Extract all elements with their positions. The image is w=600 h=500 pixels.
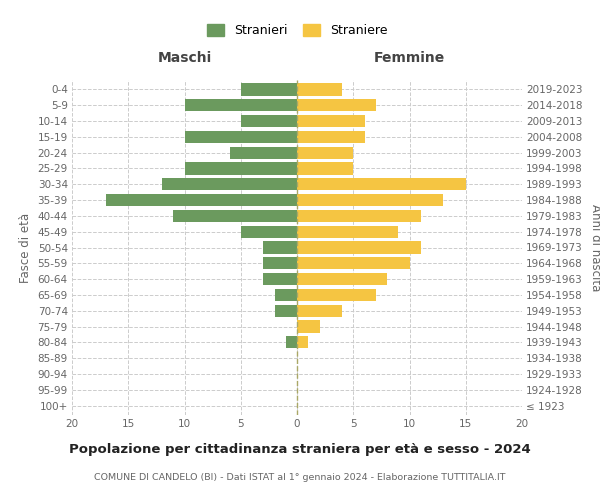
Bar	[297, 304, 342, 317]
Y-axis label: Fasce di età: Fasce di età	[19, 212, 32, 282]
Bar	[275, 304, 297, 317]
Bar	[185, 162, 297, 174]
Bar	[275, 288, 297, 301]
Bar	[185, 130, 297, 143]
Bar	[286, 336, 297, 348]
Bar	[297, 162, 353, 174]
Text: Femmine: Femmine	[374, 51, 445, 65]
Bar	[297, 146, 353, 159]
Bar	[263, 257, 297, 270]
Bar	[297, 99, 376, 112]
Bar	[185, 99, 297, 112]
Bar	[263, 242, 297, 254]
Text: COMUNE DI CANDELO (BI) - Dati ISTAT al 1° gennaio 2024 - Elaborazione TUTTITALIA: COMUNE DI CANDELO (BI) - Dati ISTAT al 1…	[94, 472, 506, 482]
Bar	[173, 210, 297, 222]
Bar	[241, 115, 297, 127]
Bar	[297, 273, 387, 285]
Bar	[297, 288, 376, 301]
Bar	[297, 84, 342, 96]
Bar	[162, 178, 297, 190]
Bar	[297, 242, 421, 254]
Bar	[106, 194, 297, 206]
Bar	[241, 226, 297, 238]
Legend: Stranieri, Straniere: Stranieri, Straniere	[202, 19, 392, 42]
Bar	[297, 178, 466, 190]
Bar	[241, 84, 297, 96]
Text: Maschi: Maschi	[157, 51, 212, 65]
Text: Popolazione per cittadinanza straniera per età e sesso - 2024: Popolazione per cittadinanza straniera p…	[69, 442, 531, 456]
Bar	[297, 115, 365, 127]
Bar	[297, 210, 421, 222]
Bar	[297, 226, 398, 238]
Bar	[297, 194, 443, 206]
Bar	[297, 257, 409, 270]
Bar	[297, 130, 365, 143]
Bar	[263, 273, 297, 285]
Y-axis label: Anni di nascita: Anni di nascita	[589, 204, 600, 291]
Bar	[297, 320, 320, 332]
Bar	[297, 336, 308, 348]
Bar	[229, 146, 297, 159]
